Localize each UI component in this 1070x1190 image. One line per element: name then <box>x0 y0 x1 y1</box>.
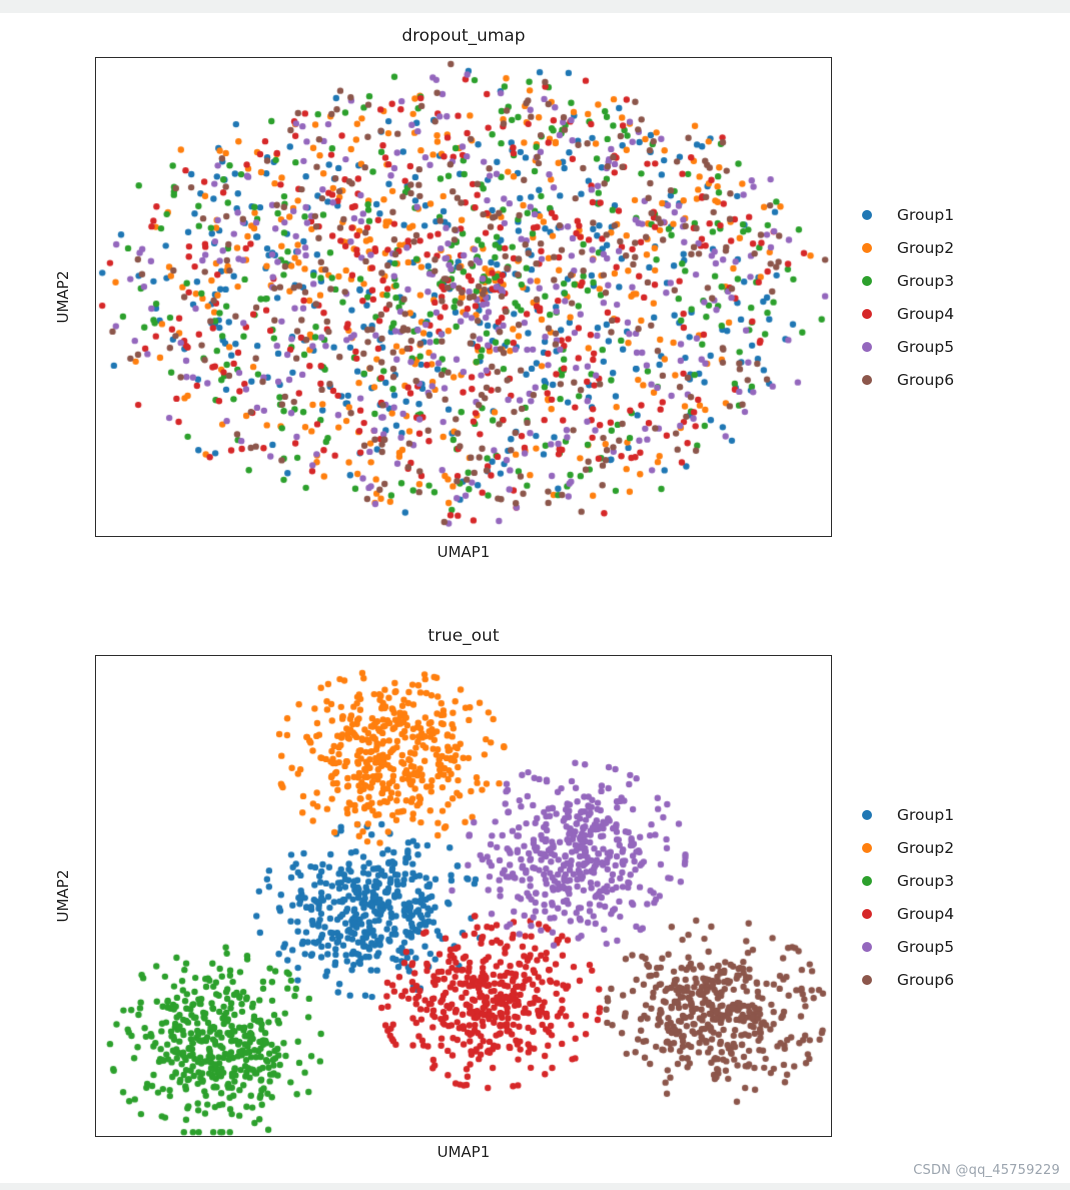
legend-label: Group4 <box>897 304 955 323</box>
legend-item-group4: Group4 <box>862 897 954 930</box>
legend-marker-icon <box>862 341 872 352</box>
legend-label: Group6 <box>897 370 955 389</box>
legend-item-group2: Group2 <box>862 231 954 264</box>
legend-item-group5: Group5 <box>862 930 954 963</box>
legend: Group1 Group2 Group3 Group4 Group5 Group6 <box>862 198 954 396</box>
legend-marker-icon <box>862 875 872 886</box>
scatter-canvas <box>96 58 831 536</box>
legend-label: Group4 <box>897 904 955 923</box>
chart-title: true_out <box>427 626 500 646</box>
legend-label: Group2 <box>897 838 955 857</box>
legend-item-group1: Group1 <box>862 798 954 831</box>
page-bottom-edge <box>0 1183 1070 1190</box>
legend-item-group2: Group2 <box>862 831 954 864</box>
legend-label: Group2 <box>897 238 955 257</box>
legend-marker-icon <box>862 908 872 919</box>
legend-marker-icon <box>862 275 872 286</box>
scatter-canvas <box>96 656 831 1136</box>
legend-label: Group3 <box>897 871 955 890</box>
legend-marker-icon <box>862 242 872 253</box>
legend-label: Group1 <box>897 805 955 824</box>
x-axis-label: UMAP1 <box>437 1143 490 1161</box>
y-axis-label: UMAP2 <box>54 869 72 923</box>
plot-area <box>95 655 832 1137</box>
legend-label: Group3 <box>897 271 955 290</box>
x-axis-label: UMAP1 <box>437 543 490 561</box>
legend-item-group6: Group6 <box>862 963 954 996</box>
legend-marker-icon <box>862 974 872 985</box>
legend-item-group3: Group3 <box>862 264 954 297</box>
chart-title: dropout_umap <box>401 26 526 46</box>
legend-item-group1: Group1 <box>862 198 954 231</box>
legend-item-group5: Group5 <box>862 330 954 363</box>
watermark: CSDN @qq_45759229 <box>913 1163 1060 1178</box>
y-axis-label: UMAP2 <box>54 270 72 324</box>
legend-label: Group1 <box>897 205 955 224</box>
legend-item-group3: Group3 <box>862 864 954 897</box>
legend-label: Group6 <box>897 970 955 989</box>
plot-area <box>95 57 832 537</box>
legend: Group1 Group2 Group3 Group4 Group5 Group6 <box>862 798 954 996</box>
page-top-edge <box>0 0 1070 13</box>
legend-marker-icon <box>862 209 872 220</box>
legend-label: Group5 <box>897 337 955 356</box>
legend-marker-icon <box>862 842 872 853</box>
legend-marker-icon <box>862 308 872 319</box>
legend-marker-icon <box>862 809 872 820</box>
legend-item-group4: Group4 <box>862 297 954 330</box>
legend-marker-icon <box>862 374 872 385</box>
legend-label: Group5 <box>897 937 955 956</box>
legend-item-group6: Group6 <box>862 363 954 396</box>
legend-marker-icon <box>862 941 872 952</box>
